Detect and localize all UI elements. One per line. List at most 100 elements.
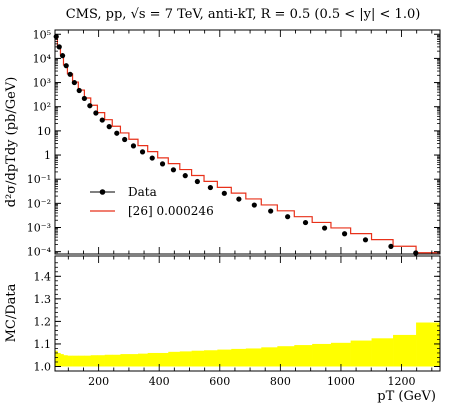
x-tick-label: 400 xyxy=(149,375,170,388)
data-point xyxy=(114,130,120,136)
data-point xyxy=(388,243,394,250)
ratio-band-bin xyxy=(179,351,192,367)
legend-item-data: Data xyxy=(90,185,157,199)
ratio-y-tick-label: 1.2 xyxy=(34,315,52,328)
ratio-band-bin xyxy=(90,355,98,367)
ratio-band-bin xyxy=(157,352,169,367)
data-point xyxy=(93,110,99,116)
legend-label-mc: [26] 0.000246 xyxy=(128,204,214,218)
ratio-band-bin xyxy=(231,348,247,367)
ratio-band-bin xyxy=(245,348,262,367)
ratio-band-bin xyxy=(97,355,105,367)
ratio-axis-ticks: 200 400 600 800 1000 1200 1.0 1.1 1.2 1.3 1.4 xyxy=(34,256,440,388)
data-point xyxy=(76,87,82,94)
data-point xyxy=(59,53,66,59)
ratio-band-bin xyxy=(128,354,139,367)
data-point xyxy=(268,208,274,214)
ratio-band-bin xyxy=(217,349,232,367)
data-point xyxy=(321,225,328,231)
x-tick-label: 1200 xyxy=(388,375,416,388)
ratio-band-bin xyxy=(67,355,73,367)
ratio-band-bin xyxy=(78,355,85,367)
ratio-band-bin xyxy=(277,346,295,367)
ratio-band-bin xyxy=(330,342,351,367)
ratio-band-bin xyxy=(204,350,218,367)
data-point xyxy=(341,231,348,237)
mc-step-line xyxy=(55,35,440,254)
data-point xyxy=(122,136,128,143)
x-tick-label: 200 xyxy=(88,375,109,388)
legend-marker-data xyxy=(99,189,106,195)
data-point xyxy=(413,250,419,256)
ratio-band-bin xyxy=(104,354,113,367)
ratio-band-bin xyxy=(63,355,68,367)
ratio-band-bin xyxy=(168,351,181,367)
main-y-tick-label: 10⁻³ xyxy=(27,222,51,235)
data-point xyxy=(221,190,227,196)
main-y-tick-label: 10³ xyxy=(33,77,51,90)
data-point xyxy=(99,117,105,123)
main-panel: 10⁻⁴ 10⁻³ 10⁻² 10⁻¹ 1 10 10² 10³ 10⁴ 10⁵ d²σ/dpTd… xyxy=(4,28,441,259)
data-point xyxy=(251,202,257,208)
main-y-axis-label: d²σ/dpTdy (pb/GeV) xyxy=(4,77,19,208)
ratio-band-bin xyxy=(84,355,92,367)
data-point xyxy=(159,161,166,167)
ratio-band-bin xyxy=(60,354,64,367)
chart-title: CMS, pp, √s = 7 TeV, anti-kT, R = 0.5 (0… xyxy=(66,7,421,22)
ratio-band-bin xyxy=(312,343,332,367)
ratio-band-bin xyxy=(371,338,394,367)
ratio-band-bin xyxy=(112,354,121,367)
main-y-tick-label: 10⁴ xyxy=(33,52,52,65)
main-y-tick-label: 10⁻⁴ xyxy=(27,246,52,259)
data-point xyxy=(302,219,309,226)
legend-item-mc: [26] 0.000246 xyxy=(90,204,214,218)
data-point xyxy=(81,95,87,102)
x-tick-label: 800 xyxy=(270,375,291,388)
x-axis-label: pT (GeV) xyxy=(377,389,436,404)
ratio-band-bin xyxy=(350,340,372,367)
ratio-y-tick-label: 1.0 xyxy=(34,360,52,373)
data-point xyxy=(106,124,112,130)
main-y-tick-label: 10⁻¹ xyxy=(27,173,51,186)
data-point xyxy=(236,196,242,202)
data-point xyxy=(182,173,188,179)
data-point xyxy=(56,44,62,50)
ratio-band-bin xyxy=(72,355,79,367)
ratio-y-tick-label: 1.1 xyxy=(34,338,52,351)
data-point xyxy=(67,71,73,77)
main-y-tick-label: 10⁵ xyxy=(33,28,51,41)
data-point xyxy=(362,237,369,243)
main-y-tick-label: 10 xyxy=(37,125,51,138)
ratio-band-bin xyxy=(55,350,58,367)
ratio-y-tick-label: 1.3 xyxy=(34,293,52,306)
main-y-tick-label: 10² xyxy=(33,101,51,114)
ratio-band-bin xyxy=(147,352,158,367)
ratio-band-bin xyxy=(393,334,417,367)
legend-label-data: Data xyxy=(128,185,157,199)
x-tick-label: 1000 xyxy=(327,375,355,388)
ratio-band-bin xyxy=(191,350,205,367)
main-plot-frame xyxy=(54,29,441,255)
data-point xyxy=(194,178,200,185)
main-axis-ticks: 10⁻⁴ 10⁻³ 10⁻² 10⁻¹ 1 10 10² 10³ 10⁴ 10⁵ xyxy=(27,28,440,259)
data-point xyxy=(139,149,146,155)
chart-legend: Data [26] 0.000246 xyxy=(90,185,214,218)
main-y-tick-label: 1 xyxy=(44,149,51,162)
data-point xyxy=(149,155,155,161)
main-y-tick-label: 10⁻² xyxy=(27,197,51,210)
data-point xyxy=(87,103,93,109)
ratio-band-bin xyxy=(120,354,130,367)
data-point xyxy=(130,143,137,149)
ratio-y-axis-label: MC/Data xyxy=(4,283,19,342)
ratio-series-layer xyxy=(55,322,441,367)
main-series-layer xyxy=(53,33,440,256)
data-point xyxy=(170,167,177,173)
x-tick-label: 600 xyxy=(209,375,230,388)
ratio-band-bin xyxy=(416,322,441,367)
ratio-panel: 200 400 600 800 1000 1200 1.0 1.1 1.2 1.3 1.4 MC/D… xyxy=(4,255,441,404)
ratio-plot-frame xyxy=(54,255,441,372)
ratio-band-bin xyxy=(294,345,313,367)
ratio-band-bin xyxy=(261,347,278,367)
data-point xyxy=(71,79,77,86)
